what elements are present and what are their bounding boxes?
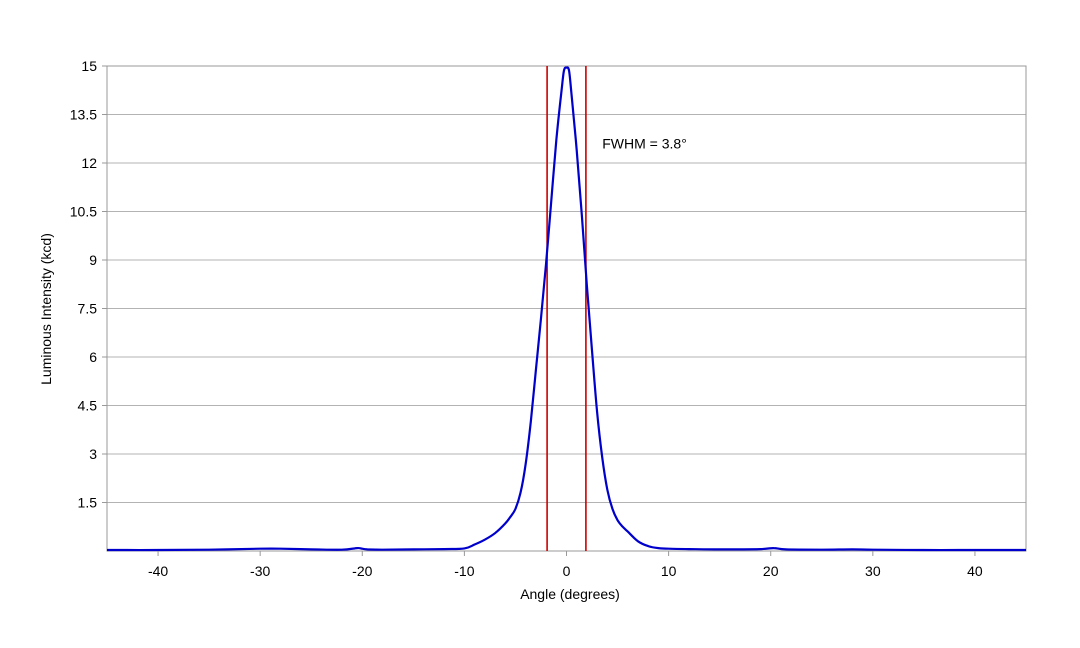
- y-tick-label: 7.5: [78, 301, 98, 317]
- x-tick-label: 0: [563, 563, 571, 579]
- x-axis-ticks: -40 -30 -20 -10 0 10 20 30 40: [148, 551, 983, 579]
- fwhm-annotation: FWHM = 3.8°: [602, 136, 687, 152]
- x-tick-label: -40: [148, 563, 168, 579]
- y-tick-label: 15: [81, 58, 97, 74]
- x-tick-label: -10: [454, 563, 474, 579]
- x-tick-label: 20: [763, 563, 779, 579]
- y-tick-label: 1.5: [78, 495, 98, 511]
- y-tick-label: 9: [89, 252, 97, 268]
- x-tick-label: 30: [865, 563, 881, 579]
- y-tick-label: 12: [81, 155, 97, 171]
- y-tick-label: 10.5: [70, 204, 97, 220]
- y-tick-label: 3: [89, 446, 97, 462]
- x-axis-title: Angle (degrees): [520, 586, 620, 602]
- x-tick-label: 10: [661, 563, 677, 579]
- gridlines: [107, 65, 1026, 503]
- y-tick-label: 4.5: [78, 398, 98, 414]
- y-axis-title: Luminous Intensity (kcd): [38, 233, 54, 385]
- x-tick-label: 40: [967, 563, 983, 579]
- x-tick-label: -30: [250, 563, 270, 579]
- y-tick-label: 13.5: [70, 107, 97, 123]
- x-tick-label: -20: [352, 563, 372, 579]
- y-tick-label: 6: [89, 349, 97, 365]
- fwhm-markers: [546, 66, 587, 551]
- y-axis-ticks: 1.5 3 4.5 6 7.5 9 10.5 12 13.5 15: [70, 58, 107, 511]
- intensity-curve: [106, 66, 1026, 552]
